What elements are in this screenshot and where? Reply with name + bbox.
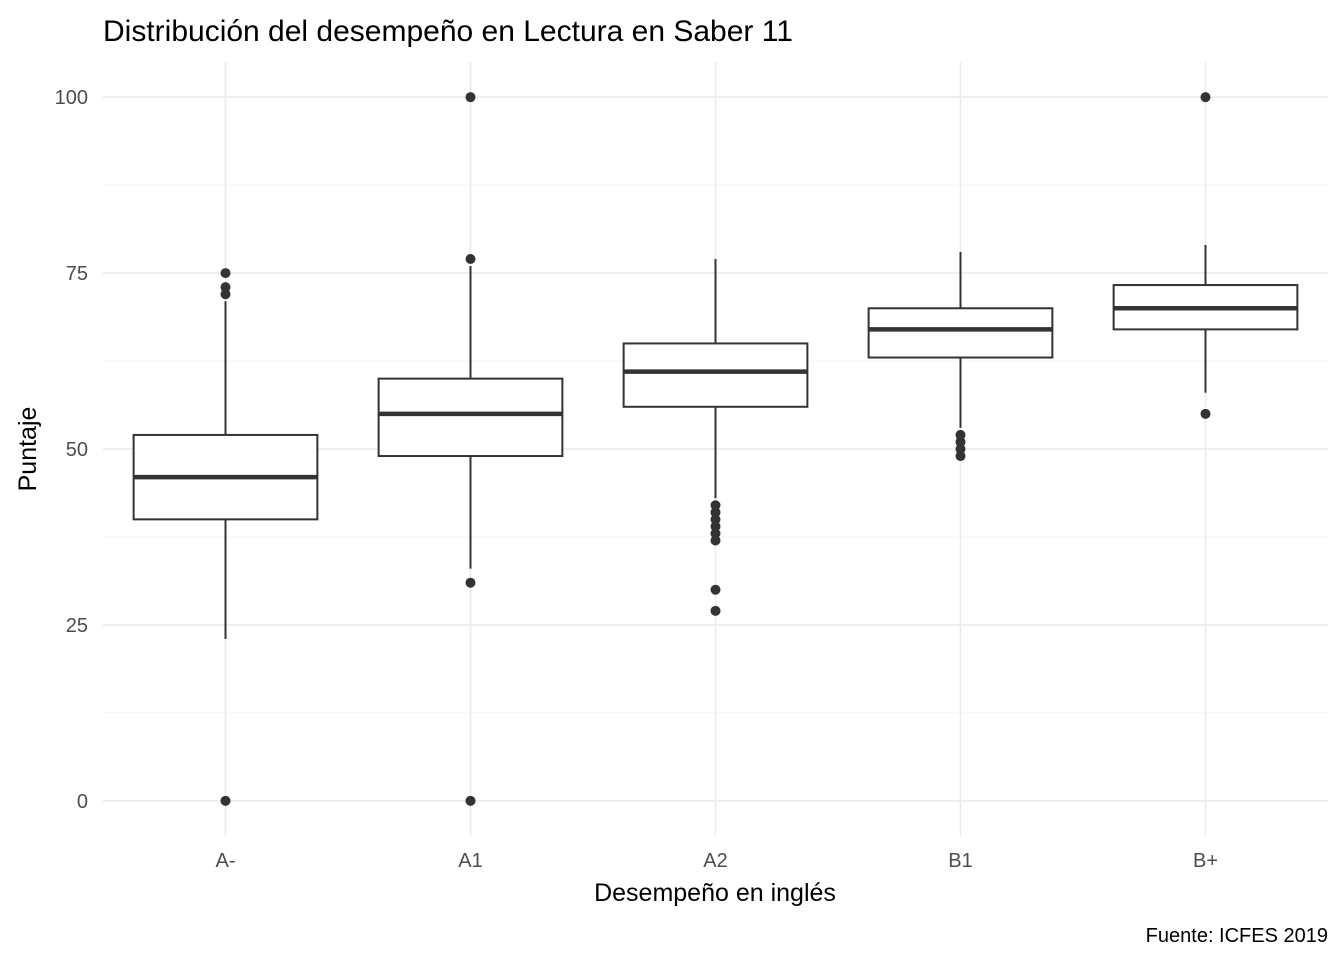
outlier-point — [220, 282, 231, 293]
axis-layer: 0 25 50 75 100 A- A1 A2 B1 B+ — [55, 87, 1218, 872]
outlier-point — [220, 268, 231, 279]
y-axis-title: Puntaje — [14, 407, 42, 492]
box-group-A1 — [377, 92, 564, 806]
box-group-B1 — [867, 251, 1054, 462]
box-layer — [132, 92, 1299, 806]
outlier-point — [465, 254, 476, 265]
y-tick-label: 50 — [66, 439, 88, 461]
y-tick-label: 0 — [77, 791, 88, 813]
outlier-point — [710, 528, 721, 539]
outlier-point — [710, 500, 721, 511]
outlier-point — [465, 795, 476, 806]
outlier-point — [1200, 408, 1211, 419]
outlier-point — [465, 92, 476, 103]
outlier-point — [710, 507, 721, 518]
y-tick-label: 25 — [66, 615, 88, 637]
outlier-point — [955, 436, 966, 447]
x-axis-title: Desempeño en inglés — [594, 879, 836, 907]
x-tick-label: A- — [216, 850, 236, 872]
outlier-point — [955, 444, 966, 454]
outlier-point — [1200, 92, 1211, 103]
outlier-point — [710, 535, 721, 546]
box-group-A- — [132, 268, 319, 806]
outlier-point — [955, 429, 966, 440]
outlier-point — [220, 289, 231, 300]
y-tick-label: 75 — [66, 263, 88, 285]
outlier-point — [465, 577, 476, 588]
box-group-B+ — [1112, 92, 1299, 419]
outlier-point — [220, 795, 231, 806]
x-tick-label: A1 — [458, 850, 482, 872]
y-tick-label: 100 — [55, 87, 88, 109]
box-group-A2 — [622, 259, 809, 616]
x-tick-label: B+ — [1193, 850, 1218, 872]
outlier-point — [710, 584, 721, 595]
iqr-box — [377, 377, 564, 458]
outlier-point — [710, 514, 721, 525]
outlier-point — [710, 605, 721, 616]
chart-title: Distribución del desempeño en Lectura en… — [103, 15, 793, 48]
iqr-box — [622, 342, 809, 408]
outlier-point — [710, 521, 721, 532]
x-tick-label: A2 — [703, 850, 727, 872]
chart-caption: Fuente: ICFES 2019 — [1146, 925, 1328, 947]
outlier-point — [955, 451, 966, 462]
iqr-box — [867, 307, 1054, 359]
x-tick-label: B1 — [948, 850, 972, 872]
